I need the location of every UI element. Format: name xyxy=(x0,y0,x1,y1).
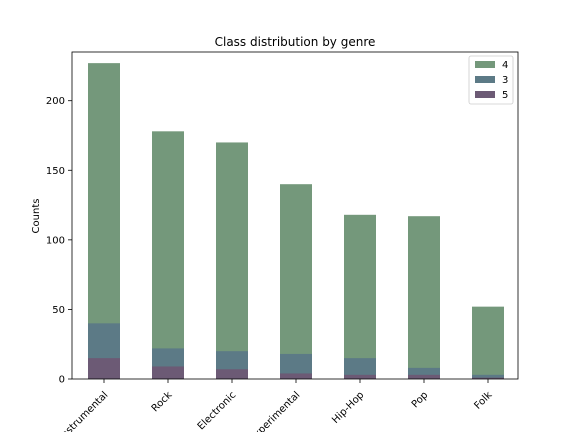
bar-series-4-folk xyxy=(472,306,504,379)
x-tick-label-instrumental: Instrumental xyxy=(57,390,110,432)
legend: 4 3 5 xyxy=(468,55,514,105)
bar-series-4-pop xyxy=(408,216,440,379)
legend-swatch-3 xyxy=(475,76,495,83)
legend-swatch-5 xyxy=(475,91,495,98)
y-tick-label: 100 xyxy=(46,235,65,246)
plot-frame xyxy=(71,51,519,380)
bar-series-5-pop xyxy=(408,374,440,379)
bar-series-5-electronic xyxy=(216,369,248,379)
bars-group xyxy=(88,63,504,379)
x-tick-label-pop: Pop xyxy=(410,390,431,411)
y-tick-label: 200 xyxy=(46,96,65,107)
x-tick-label-folk: Folk xyxy=(472,390,494,412)
bar-series-5-folk xyxy=(472,377,504,379)
x-tick-label-hip-hop: Hip-Hop xyxy=(330,390,366,426)
bar-series-4-hip-hop xyxy=(344,214,376,379)
bar-series-5-experimental xyxy=(280,373,312,379)
y-tick-label: 0 xyxy=(59,375,65,386)
y-tick-label: 50 xyxy=(52,305,65,316)
legend-label-5: 5 xyxy=(502,90,508,101)
x-tick-label-electronic: Electronic xyxy=(196,390,239,432)
chart-title: Class distribution by genre xyxy=(215,35,376,49)
bar-series-4-electronic xyxy=(216,142,248,379)
bar-series-5-hip-hop xyxy=(344,374,376,379)
bar-series-4-experimental xyxy=(280,184,312,379)
bar-series-5-instrumental xyxy=(88,358,120,379)
bar-series-5-rock xyxy=(152,366,184,379)
bar-series-3-hip-hop xyxy=(344,358,376,379)
bar-series-3-pop xyxy=(408,367,440,379)
y-tick-label: 150 xyxy=(46,166,65,177)
legend-label-4: 4 xyxy=(502,60,508,71)
x-tick-label-experimental: Experimental xyxy=(247,390,302,432)
y-axis-label: Counts xyxy=(31,199,42,234)
bar-series-4-rock xyxy=(152,131,184,379)
bar-series-3-folk xyxy=(472,374,504,379)
legend-label-3: 3 xyxy=(502,75,508,86)
legend-swatch-4 xyxy=(475,61,495,68)
x-tick-label-rock: Rock xyxy=(150,390,175,415)
